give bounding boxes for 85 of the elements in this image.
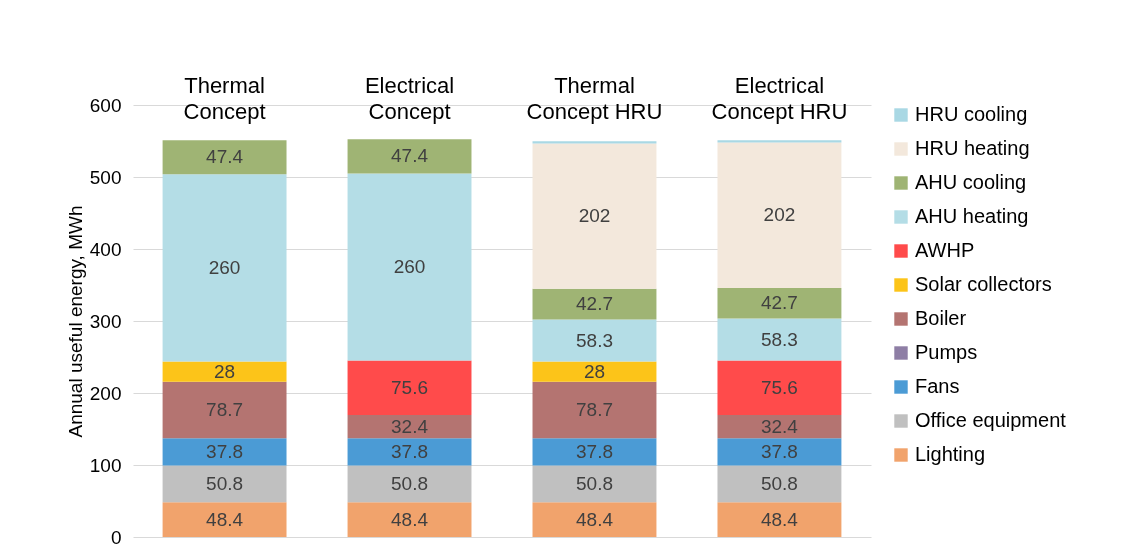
bar	[162, 174, 287, 362]
data-label: 75.6	[391, 376, 429, 398]
bar	[532, 502, 657, 537]
y-tick-label: 500	[89, 166, 122, 188]
data-label: 48.4	[575, 508, 614, 530]
bar	[717, 465, 842, 503]
bar	[347, 502, 472, 537]
data-label: 32.4	[760, 415, 799, 437]
bar	[347, 415, 472, 439]
bar	[347, 438, 472, 466]
legend-label: Fans	[915, 375, 960, 397]
data-label: 48.4	[206, 508, 244, 530]
legend-label: AHU cooling	[915, 171, 1027, 193]
data-label: 202	[578, 205, 611, 227]
data-label: 58.3	[575, 329, 613, 351]
bar	[717, 318, 842, 361]
y-tick-label: 400	[89, 238, 122, 260]
bar	[162, 502, 287, 537]
y-tick-label: 200	[89, 382, 122, 404]
bar	[532, 465, 657, 503]
data-label: 28	[583, 360, 606, 382]
data-label: 28	[213, 360, 236, 382]
y-tick-label: 300	[89, 310, 122, 332]
legend-label: HRU heating	[915, 137, 1030, 159]
bar	[532, 361, 657, 382]
x-tick-label: Electrical Concept HRU	[711, 72, 848, 124]
legend-label: Office equipment	[915, 409, 1067, 431]
data-label: 78.7	[206, 399, 244, 421]
bar	[717, 360, 842, 416]
data-label: 37.8	[391, 440, 429, 462]
legend-label: Lighting	[915, 443, 986, 465]
data-label: 37.8	[575, 440, 613, 462]
data-label: 37.8	[206, 440, 244, 462]
data-label: 260	[208, 256, 241, 278]
bar	[532, 381, 657, 439]
data-label: 48.4	[391, 508, 429, 530]
data-label: 260	[393, 256, 426, 277]
bar	[532, 438, 657, 466]
data-label: 42.7	[760, 292, 798, 314]
bar	[717, 287, 842, 319]
legend-label: Pumps	[915, 341, 978, 363]
y-axis-title: Annual useful energy, MWh	[64, 205, 86, 438]
y-tick-label: 600	[89, 94, 122, 116]
data-label: 58.3	[760, 328, 798, 350]
data-label: 50.8	[391, 472, 429, 494]
data-label: 32.4	[391, 415, 429, 437]
data-label: 50.8	[760, 472, 798, 494]
data-label: 47.4	[391, 145, 429, 167]
bar	[532, 288, 657, 320]
bar	[717, 415, 842, 439]
bar	[717, 502, 842, 537]
bar	[347, 173, 472, 361]
bar	[717, 140, 842, 143]
data-label: 37.8	[760, 440, 798, 462]
data-label: 42.7	[575, 293, 613, 315]
data-label: 50.8	[575, 472, 613, 494]
bar	[532, 141, 657, 144]
bar	[347, 465, 472, 503]
legend-label: Boiler	[915, 307, 967, 329]
legend-label: AHU heating	[915, 205, 1029, 227]
bar	[162, 140, 287, 175]
bar	[162, 438, 287, 466]
data-label: 75.6	[760, 376, 798, 398]
data-label: 78.7	[575, 399, 613, 421]
x-tick-label: Thermal Concept	[183, 72, 266, 124]
bar	[162, 465, 287, 503]
bar	[162, 381, 287, 439]
data-label: 202	[763, 204, 796, 226]
data-label: 50.8	[206, 472, 244, 494]
bar	[347, 360, 472, 416]
bar	[532, 319, 657, 362]
x-tick-label: Electrical Concept	[364, 72, 455, 124]
bar	[717, 142, 842, 288]
data-label: 47.4	[206, 146, 244, 168]
y-tick-label: 0	[110, 526, 122, 548]
bar	[717, 438, 842, 466]
legend-label: Solar collectors	[915, 273, 1052, 295]
bar	[532, 143, 657, 289]
legend-label: HRU cooling	[915, 103, 1028, 125]
bar	[162, 361, 287, 382]
data-label: 48.4	[760, 508, 799, 530]
x-tick-label: Thermal Concept HRU	[526, 72, 663, 124]
y-tick-label: 100	[89, 454, 122, 476]
legend-label: AWHP	[915, 239, 975, 261]
bar	[347, 139, 472, 174]
